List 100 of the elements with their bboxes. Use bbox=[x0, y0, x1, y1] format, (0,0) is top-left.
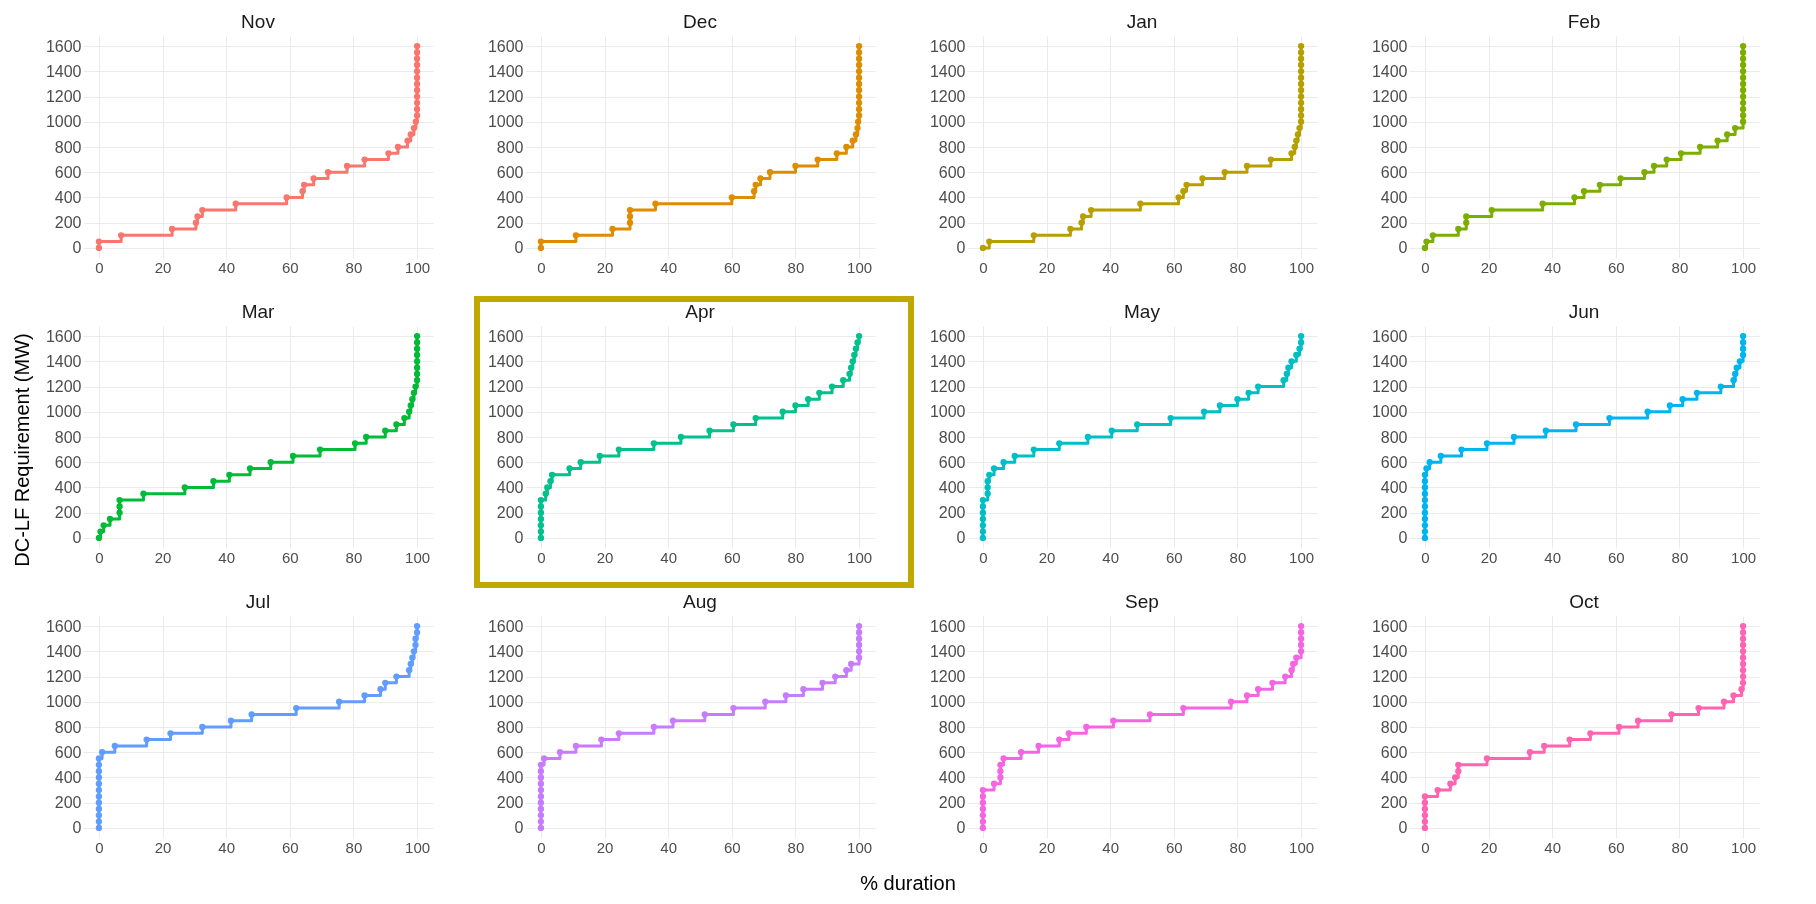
point bbox=[95, 818, 103, 825]
x-tick-label: 40 bbox=[218, 548, 236, 566]
point bbox=[413, 339, 421, 346]
point bbox=[1739, 42, 1747, 50]
x-tick-label: 80 bbox=[345, 548, 363, 566]
point bbox=[1458, 446, 1465, 453]
x-tick-label: 60 bbox=[1165, 838, 1183, 856]
point bbox=[537, 503, 545, 510]
point bbox=[168, 225, 176, 233]
point bbox=[300, 181, 308, 188]
point bbox=[1289, 660, 1297, 668]
point bbox=[1733, 364, 1740, 371]
point bbox=[1000, 459, 1007, 466]
point bbox=[1291, 143, 1298, 151]
y-tick-label: 800 bbox=[1380, 718, 1408, 736]
point bbox=[984, 477, 991, 485]
x-tick-label: 80 bbox=[345, 258, 363, 276]
point bbox=[192, 219, 200, 226]
point bbox=[1035, 742, 1042, 750]
point bbox=[1542, 427, 1549, 434]
point bbox=[1421, 818, 1429, 825]
point bbox=[1421, 534, 1429, 542]
point bbox=[832, 673, 839, 680]
point bbox=[854, 339, 861, 346]
y-tick-label: 600 bbox=[938, 453, 966, 471]
point bbox=[537, 534, 545, 542]
point bbox=[566, 465, 573, 472]
x-tick-label: 80 bbox=[1671, 548, 1689, 566]
point bbox=[855, 68, 863, 75]
point bbox=[246, 465, 254, 472]
point bbox=[1666, 402, 1674, 409]
point bbox=[728, 194, 735, 201]
y-tick-label: 1600 bbox=[929, 327, 966, 345]
point bbox=[1221, 169, 1228, 176]
point bbox=[1421, 484, 1429, 491]
point bbox=[413, 99, 421, 107]
chart-title: Sep bbox=[1125, 591, 1159, 612]
point bbox=[752, 414, 759, 422]
point bbox=[98, 749, 106, 756]
point bbox=[1606, 414, 1613, 422]
point bbox=[199, 206, 206, 214]
point bbox=[1421, 490, 1429, 497]
point bbox=[1739, 99, 1747, 107]
point bbox=[1083, 723, 1090, 731]
point bbox=[1421, 799, 1429, 806]
x-tick-label: 20 bbox=[1038, 258, 1056, 276]
point bbox=[997, 767, 1004, 775]
y-tick-label: 200 bbox=[938, 214, 966, 232]
x-tick-label: 0 bbox=[95, 838, 104, 856]
point bbox=[1280, 377, 1287, 384]
chart-title: Jul bbox=[245, 591, 271, 612]
point bbox=[1739, 654, 1747, 661]
point bbox=[1739, 641, 1747, 649]
point bbox=[413, 80, 421, 88]
y-tick-label: 0 bbox=[72, 239, 82, 257]
point bbox=[140, 490, 147, 497]
point bbox=[537, 761, 545, 768]
point bbox=[1421, 496, 1429, 504]
y-tick-label: 1400 bbox=[45, 642, 82, 660]
y-tick-label: 1400 bbox=[929, 62, 966, 80]
point bbox=[979, 496, 987, 504]
point bbox=[95, 812, 103, 819]
point bbox=[95, 774, 103, 781]
x-tick-label: 40 bbox=[1102, 258, 1120, 276]
y-tick-label: 400 bbox=[54, 478, 82, 496]
point bbox=[382, 679, 389, 687]
point bbox=[267, 459, 274, 466]
point bbox=[855, 106, 863, 113]
point bbox=[782, 692, 790, 699]
point bbox=[706, 427, 713, 434]
point bbox=[572, 742, 580, 750]
y-tick-label: 600 bbox=[496, 453, 524, 471]
point bbox=[407, 131, 414, 138]
x-tick-label: 20 bbox=[1480, 548, 1498, 566]
point bbox=[984, 490, 991, 497]
y-tick-label: 200 bbox=[54, 504, 82, 522]
point bbox=[805, 396, 812, 403]
point bbox=[537, 244, 545, 252]
y-tick-label: 1000 bbox=[929, 403, 966, 421]
point bbox=[1571, 194, 1578, 201]
y-tick-label: 400 bbox=[1380, 188, 1408, 206]
y-tick-label: 1200 bbox=[929, 88, 966, 106]
point bbox=[1580, 187, 1588, 195]
y-tick-label: 1000 bbox=[45, 113, 82, 131]
x-tick-label: 20 bbox=[154, 258, 172, 276]
point bbox=[979, 824, 987, 832]
y-tick-label: 800 bbox=[54, 138, 82, 156]
chart-title: Feb bbox=[1567, 11, 1601, 32]
y-tick-label: 600 bbox=[54, 163, 82, 181]
y-tick-label: 1400 bbox=[45, 62, 82, 80]
y-tick-label: 0 bbox=[514, 529, 524, 547]
point bbox=[540, 755, 548, 762]
point bbox=[843, 667, 850, 674]
point bbox=[401, 414, 408, 422]
x-tick-label: 20 bbox=[596, 548, 614, 566]
y-tick-label: 400 bbox=[496, 768, 524, 786]
x-tick-label: 100 bbox=[847, 258, 873, 276]
point bbox=[990, 780, 998, 787]
point bbox=[1720, 698, 1728, 705]
point bbox=[750, 187, 758, 195]
